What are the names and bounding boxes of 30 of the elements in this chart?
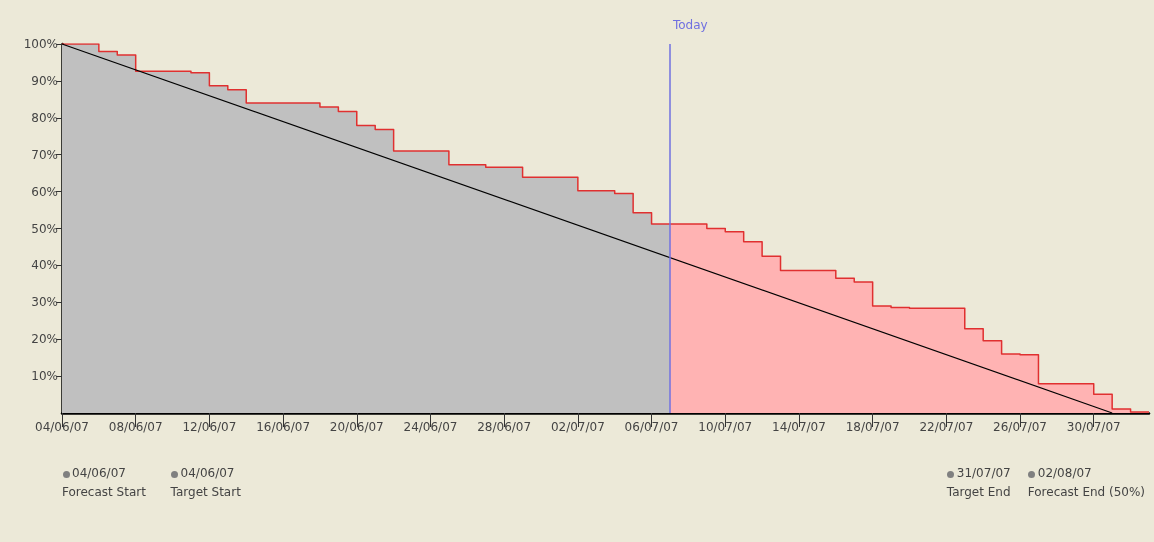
text: 02/08/07 Forecast End (50%) xyxy=(1027,466,1146,499)
y-tick-label: 100% xyxy=(23,37,58,51)
y-tick-label: 60% xyxy=(31,184,58,199)
x-tick-label: 10/07/07 xyxy=(698,420,753,434)
x-tick-label: 24/06/07 xyxy=(403,420,458,434)
text: 04/06/07 Forecast Start xyxy=(62,466,147,499)
y-tick-label: 20% xyxy=(31,332,58,347)
y-tick-label: 40% xyxy=(31,258,58,273)
y-tick-label: 70% xyxy=(31,147,58,162)
x-tick-label: 30/07/07 xyxy=(1066,420,1121,434)
x-tick-label: 26/07/07 xyxy=(993,420,1047,434)
x-tick-label: 14/07/07 xyxy=(772,420,826,434)
y-tick-label: 90% xyxy=(31,73,58,88)
x-tick-label: 28/06/07 xyxy=(477,420,532,434)
x-tick-label: 16/06/07 xyxy=(256,420,311,434)
x-tick-label: 22/07/07 xyxy=(919,420,974,434)
y-tick-label: 10% xyxy=(31,369,58,384)
y-tick-label: 80% xyxy=(31,110,58,125)
x-tick-label: 20/06/07 xyxy=(329,420,384,434)
y-tick-label: 30% xyxy=(31,295,58,310)
text: 04/06/07 Target Start xyxy=(169,466,242,499)
y-tick-label: 50% xyxy=(31,221,58,236)
x-tick-label: 06/07/07 xyxy=(624,420,679,434)
ref-line-label: Today xyxy=(671,18,708,32)
text: 31/07/07 Target End xyxy=(945,466,1011,499)
x-tick-label: 02/07/07 xyxy=(550,420,605,434)
x-tick-label: 08/06/07 xyxy=(108,420,163,434)
x-tick-label: 04/06/07 xyxy=(35,420,89,434)
x-tick-label: 12/06/07 xyxy=(182,420,237,434)
x-tick-label: 18/07/07 xyxy=(845,420,900,434)
